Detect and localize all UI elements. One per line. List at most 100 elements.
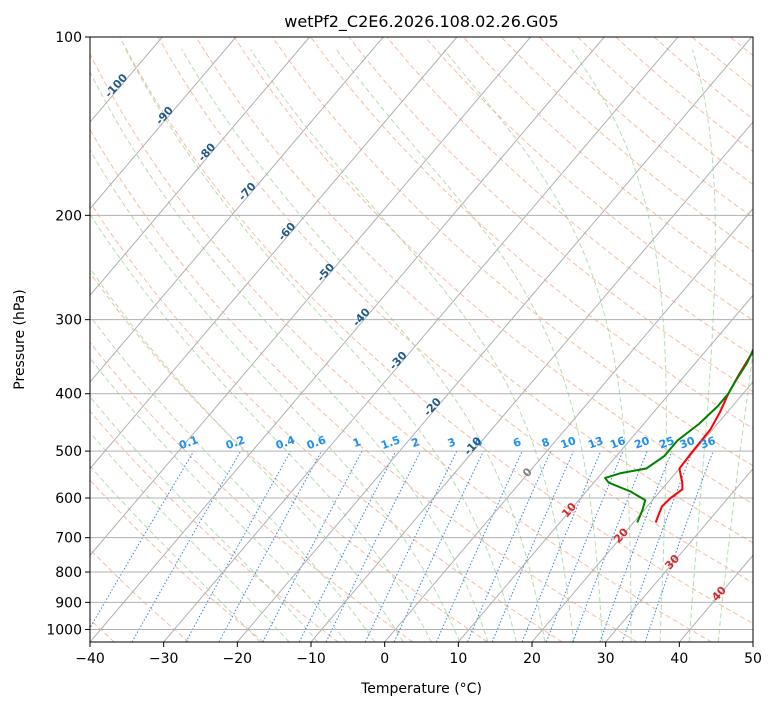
plot-area bbox=[90, 37, 753, 642]
mixing-ratio-line bbox=[298, 450, 397, 642]
moist-adiabat bbox=[90, 357, 347, 642]
mixing-ratio-line bbox=[435, 450, 523, 642]
x-tick-label: 20 bbox=[523, 651, 541, 667]
x-axis-label: Temperature (°C) bbox=[360, 681, 482, 697]
x-tick-label: 10 bbox=[449, 651, 467, 667]
dry-adiabat bbox=[233, 37, 753, 505]
y-tick-label: 100 bbox=[55, 30, 82, 46]
isotherm bbox=[384, 207, 753, 642]
mixing-ratio-label: 3 bbox=[446, 435, 458, 450]
mixing-ratio-line bbox=[467, 450, 552, 642]
dry-adiabat bbox=[90, 52, 712, 642]
isotherm bbox=[605, 467, 753, 642]
mixing-ratio-label: 6 bbox=[511, 435, 523, 450]
mixing-ratio-label: 1.5 bbox=[379, 433, 402, 452]
dry-adiabat bbox=[90, 201, 563, 642]
y-tick-label: 300 bbox=[55, 313, 82, 329]
moist-adiabat bbox=[717, 349, 753, 642]
y-tick-label: 400 bbox=[55, 387, 82, 403]
moist-adiabat bbox=[250, 49, 575, 642]
isotherm bbox=[236, 37, 752, 642]
plot-frame bbox=[89, 36, 754, 643]
mixing-ratio-line bbox=[218, 450, 322, 642]
dry-adiabat bbox=[90, 271, 488, 642]
dry-adiabat bbox=[119, 37, 753, 625]
moist-adiabat bbox=[125, 49, 517, 642]
moist-adiabat bbox=[443, 49, 632, 642]
dry-adiabat bbox=[271, 37, 753, 467]
mixing-ratio-label: 25 bbox=[657, 434, 676, 451]
isotherm bbox=[90, 37, 531, 557]
mixing-ratio-label: 36 bbox=[699, 434, 718, 452]
isotherm bbox=[90, 37, 384, 383]
mixing-ratio-line bbox=[185, 450, 292, 642]
mixing-ratio-label: 1 bbox=[351, 435, 363, 450]
x-tick-label: 30 bbox=[597, 651, 615, 667]
isotherm bbox=[457, 294, 753, 642]
moist-adiabat bbox=[90, 465, 261, 642]
isotherm bbox=[531, 381, 753, 642]
mixing-ratio-label: 0.2 bbox=[224, 433, 247, 452]
mixing-ratio-line bbox=[262, 450, 363, 642]
x-tick-label: 0 bbox=[380, 651, 389, 667]
x-tick-label: 50 bbox=[744, 651, 762, 667]
dry-adiabat bbox=[462, 37, 753, 287]
dry-adiabat bbox=[90, 128, 638, 642]
x-tick-label: −20 bbox=[223, 651, 253, 667]
x-tick-label: −10 bbox=[296, 651, 326, 667]
y-tick-label: 200 bbox=[55, 208, 82, 224]
mixing-ratio-label: 4 bbox=[472, 435, 484, 450]
x-tick-label: −40 bbox=[75, 651, 105, 667]
dry-adiabat bbox=[90, 410, 339, 642]
mixing-ratio-label: 2 bbox=[410, 435, 422, 450]
pressure-gridlines bbox=[90, 37, 753, 630]
mixing-ratio-label: 0.6 bbox=[305, 433, 328, 452]
isotherm bbox=[90, 37, 605, 642]
moist-adiabat bbox=[90, 431, 290, 642]
moist-adiabat bbox=[688, 49, 716, 642]
mixing-ratio-label: 0.1 bbox=[177, 433, 200, 452]
background-lines bbox=[90, 37, 753, 642]
profiles bbox=[604, 347, 753, 523]
mixing-ratio-label: 16 bbox=[608, 434, 627, 452]
moist-adiabat bbox=[90, 267, 404, 642]
x-axis: −40 −30 −20 −10 0 10 20 30 40 50 bbox=[75, 642, 762, 667]
mixing-ratio-line bbox=[644, 450, 714, 642]
isotherm bbox=[90, 37, 237, 210]
dry-adiabat bbox=[157, 37, 753, 584]
moist-adiabat bbox=[181, 49, 546, 642]
y-tick-label: 1000 bbox=[46, 622, 82, 638]
mixing-ratio-label: 30 bbox=[678, 434, 697, 452]
y-axis: 100 200 300 400 500 600 700 800 900 1000 bbox=[46, 30, 90, 638]
x-tick-label: 40 bbox=[670, 651, 688, 667]
mixing-ratio-line bbox=[572, 450, 648, 642]
mixing-ratio-label: 10 bbox=[559, 434, 578, 452]
mixing-ratio-label: 0.4 bbox=[274, 433, 297, 452]
mixing-ratio-line bbox=[621, 450, 693, 642]
y-tick-label: 800 bbox=[55, 565, 82, 581]
y-tick-label: 500 bbox=[55, 444, 82, 460]
x-tick-label: −30 bbox=[149, 651, 179, 667]
isotherm bbox=[90, 37, 310, 297]
moist-adiabat bbox=[90, 395, 319, 642]
mixing-ratio-label: 8 bbox=[540, 435, 552, 450]
mixing-ratio-label: 13 bbox=[586, 434, 605, 451]
chart-title: wetPf2_C2E6.2026.108.02.26.G05 bbox=[284, 12, 558, 32]
isotherm bbox=[90, 37, 458, 470]
moist-adiabat bbox=[90, 70, 489, 642]
dewpoint-profile bbox=[604, 347, 753, 523]
mixing-ratio-line bbox=[521, 450, 602, 642]
mixing-ratio-line bbox=[364, 450, 458, 642]
isotherm bbox=[163, 37, 679, 642]
moist-adiabat bbox=[90, 315, 376, 642]
moist-adiabat bbox=[571, 49, 667, 642]
y-tick-label: 700 bbox=[55, 531, 82, 547]
mixing-ratio-line bbox=[545, 450, 624, 642]
dry-adiabat bbox=[90, 479, 264, 642]
dry-adiabat bbox=[310, 37, 753, 430]
dry-adiabat bbox=[424, 37, 753, 321]
dry-adiabat bbox=[386, 37, 753, 357]
y-tick-label: 900 bbox=[55, 595, 82, 611]
mixing-ratio-label: 20 bbox=[633, 434, 652, 452]
